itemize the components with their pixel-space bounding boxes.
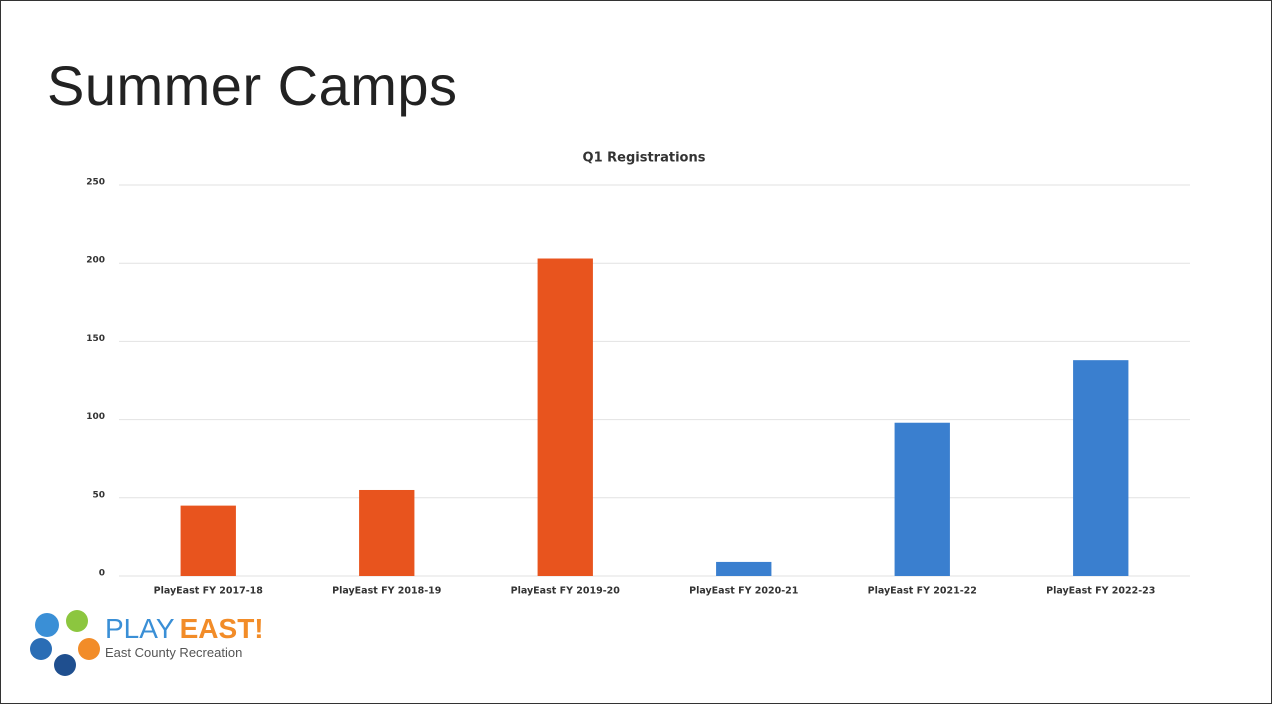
x-tick-label: PlayEast FY 2020-21 <box>689 586 798 597</box>
y-tick-label: 250 <box>86 178 105 188</box>
x-tick-label: PlayEast FY 2022-23 <box>1046 586 1155 597</box>
y-tick-label: 150 <box>86 334 105 344</box>
bar <box>537 258 593 576</box>
y-tick-label: 100 <box>86 412 105 422</box>
bar <box>894 422 950 576</box>
chart-title: Q1 Registrations <box>583 151 706 166</box>
logo-play: PLAY <box>105 613 175 644</box>
y-tick-label: 200 <box>86 256 105 266</box>
x-tick-label: PlayEast FY 2021-22 <box>868 586 977 597</box>
y-tick-label: 0 <box>99 569 105 579</box>
logo-text: PLAY EAST! East County Recreation <box>105 613 264 660</box>
logo: PLAY EAST! East County Recreation <box>27 607 287 679</box>
logo-tagline: East County Recreation <box>105 645 243 660</box>
logo-icon <box>30 610 100 676</box>
bar <box>359 489 415 576</box>
x-tick-label: PlayEast FY 2019-20 <box>511 586 621 597</box>
y-tick-label: 50 <box>92 490 105 500</box>
bar <box>716 561 772 576</box>
bar <box>180 505 236 576</box>
x-tick-label: PlayEast FY 2017-18 <box>154 586 264 597</box>
slide-title: Summer Camps <box>47 54 458 117</box>
logo-east: EAST! <box>179 613 264 644</box>
x-tick-label: PlayEast FY 2018-19 <box>332 586 441 597</box>
bar <box>1073 360 1129 576</box>
